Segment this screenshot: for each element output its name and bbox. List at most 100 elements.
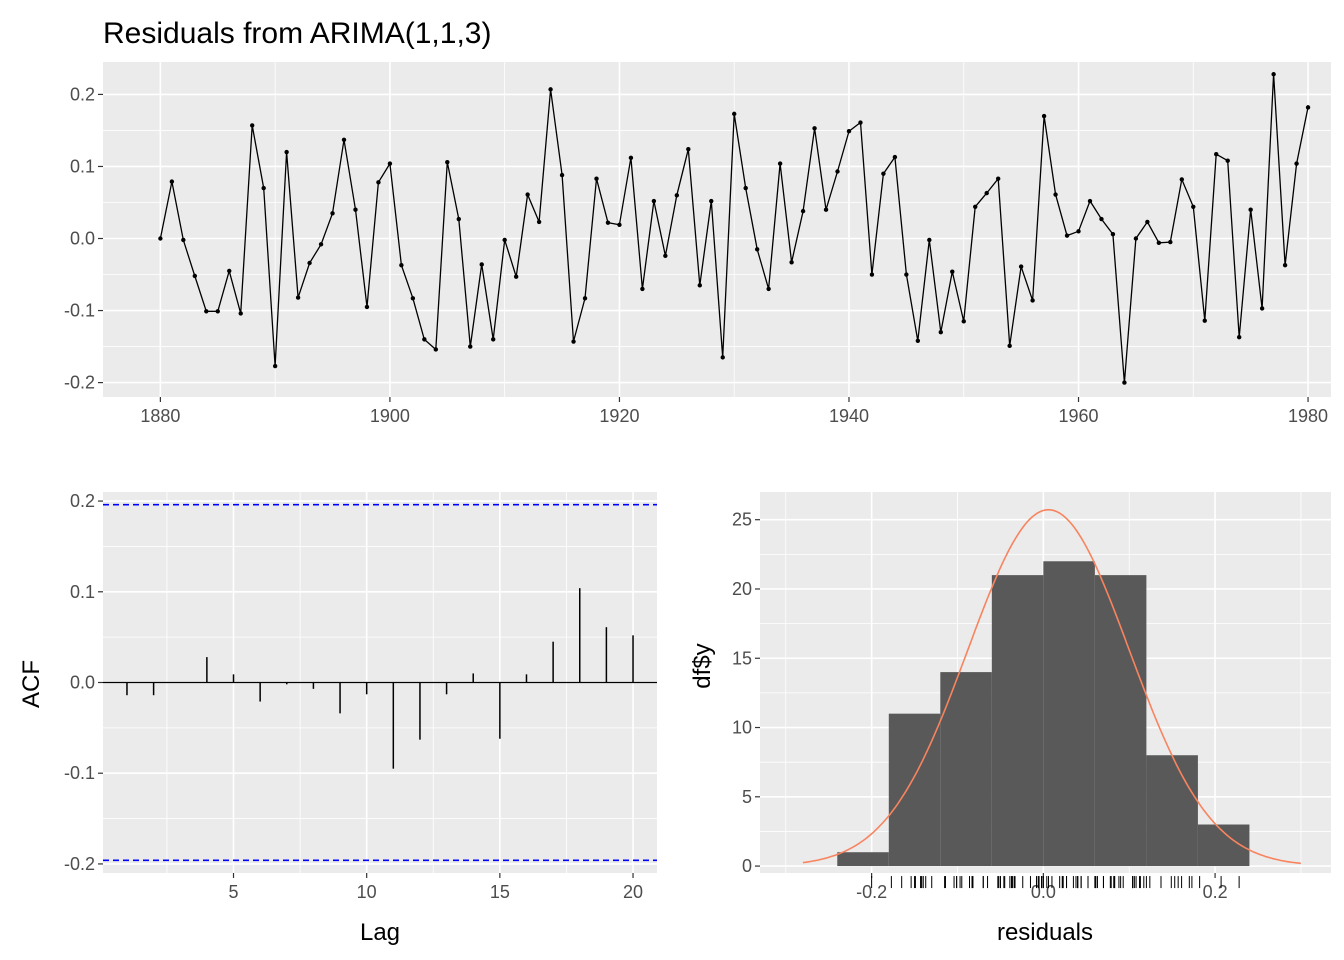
acf-x-axis-label: Lag: [360, 919, 400, 946]
residual-point: [1122, 380, 1127, 385]
residual-point: [1087, 198, 1093, 204]
residual-point: [169, 179, 175, 184]
residual-point: [559, 172, 565, 178]
residual-point: [789, 260, 794, 265]
residual-point: [674, 193, 680, 198]
residual-point: [548, 87, 553, 92]
histogram-bar: [888, 713, 941, 867]
residual-point: [766, 286, 771, 292]
residual-point: [709, 198, 714, 204]
residual-point: [204, 309, 209, 314]
acf-x-tick-label: 5: [229, 882, 239, 902]
residual-point: [1110, 231, 1116, 237]
ts-x-tick-label: 1980: [1288, 406, 1328, 426]
residual-point: [812, 126, 817, 131]
residual-point: [594, 176, 599, 181]
acf-y-tick-label: -0.2: [64, 854, 95, 874]
residual-point: [1271, 72, 1276, 77]
residual-point: [1179, 177, 1185, 182]
residual-point: [376, 180, 381, 185]
residual-point: [1099, 216, 1104, 222]
residual-point: [720, 355, 725, 360]
residual-point: [640, 286, 645, 292]
residual-point: [950, 269, 955, 274]
residual-point: [1041, 113, 1047, 119]
residual-point: [1030, 298, 1035, 303]
residual-point: [295, 295, 301, 300]
residual-point: [823, 207, 829, 212]
residual-point: [215, 309, 220, 314]
residual-point: [869, 272, 875, 277]
ts-y-tick-label: 0.2: [70, 84, 95, 104]
residual-point: [249, 123, 255, 128]
residual-point: [341, 137, 347, 143]
residual-point: [1191, 204, 1196, 210]
histogram-bar: [1043, 561, 1095, 867]
residual-point: [1248, 207, 1253, 212]
residual-point: [284, 149, 289, 155]
residual-point: [410, 296, 416, 301]
residual-point: [1007, 343, 1012, 349]
residual-point: [364, 304, 370, 310]
residual-point: [307, 260, 312, 266]
acf-panel: 5 10 15 20 -0.2 -0.1 0.0 0.1 0.2: [64, 491, 657, 902]
normal-density-curve: [802, 508, 1301, 865]
acf-x-tick-label: 20: [623, 882, 643, 902]
acf-x-tick-label: 15: [490, 882, 510, 902]
hist-x-tick-label: 0.2: [1203, 882, 1228, 902]
residual-point: [777, 161, 783, 166]
residual-point: [1076, 229, 1081, 234]
hist-x-tick-label: 0.0: [1031, 882, 1056, 902]
acf-y-tick-label: 0.2: [70, 491, 95, 511]
residual-point: [800, 208, 806, 214]
residual-point: [261, 185, 266, 191]
histogram-x-axis-label: residuals: [997, 919, 1093, 946]
residual-point: [904, 272, 909, 277]
histogram-y-axis-label: df$y: [689, 643, 716, 688]
residual-point: [1064, 233, 1070, 238]
residual-point: [318, 242, 324, 247]
residual-point: [995, 176, 1001, 181]
ts-x-tick-label: 1920: [599, 406, 639, 426]
residual-point: [628, 155, 634, 161]
residual-point: [858, 120, 863, 125]
residual-point: [892, 154, 898, 160]
histogram-bar: [940, 672, 992, 867]
ts-plot-background: [103, 62, 1331, 397]
residual-point: [1145, 219, 1150, 225]
residual-point: [1294, 161, 1299, 166]
residual-point: [1305, 105, 1311, 110]
residual-point: [491, 337, 496, 342]
hist-y-tick-label: 5: [742, 787, 752, 807]
residual-point: [697, 283, 702, 288]
residual-histogram-panel: -0.2 0.0 0.2 0 5 10 15 20 25: [732, 492, 1331, 902]
residual-point: [433, 347, 439, 352]
residual-point: [192, 273, 198, 279]
residual-point: [846, 128, 852, 134]
ts-y-tick-label: -0.2: [64, 373, 95, 393]
chart-title: Residuals from ARIMA(1,1,3): [103, 17, 491, 50]
residual-point: [663, 253, 668, 258]
residual-point: [927, 237, 932, 243]
acf-y-tick-label: 0.0: [70, 673, 95, 693]
residual-point: [1214, 152, 1219, 157]
residual-point: [915, 338, 921, 344]
residual-point: [1259, 306, 1265, 311]
residual-point: [422, 337, 427, 342]
residual-point: [456, 216, 461, 222]
residual-point: [973, 204, 978, 210]
ts-y-tick-label: 0.1: [70, 156, 95, 176]
residual-point: [536, 219, 542, 225]
ts-x-tick-label: 1940: [829, 406, 869, 426]
residual-point: [754, 247, 760, 252]
residual-point: [445, 159, 450, 165]
residual-point: [582, 296, 588, 301]
hist-y-tick-label: 10: [732, 718, 752, 738]
hist-y-tick-label: 20: [732, 579, 752, 599]
residual-point: [1168, 239, 1173, 245]
acf-y-tick-label: 0.1: [70, 582, 95, 602]
residual-point: [732, 111, 737, 117]
histogram-bar: [1094, 575, 1147, 867]
residual-point: [479, 262, 484, 267]
